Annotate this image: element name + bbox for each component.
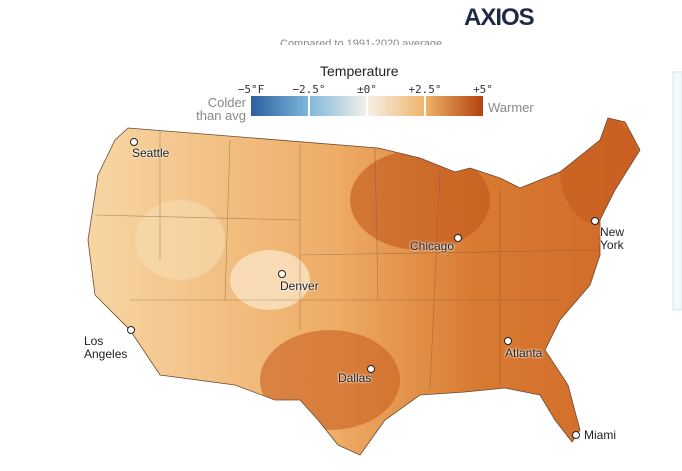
- legend-low-label: Colder than avg: [196, 95, 246, 123]
- city-dot: [130, 138, 138, 146]
- side-panel: [672, 71, 682, 311]
- city-dot: [504, 337, 512, 345]
- legend-dividers: [308, 96, 426, 116]
- legend-title: Temperature: [320, 63, 399, 79]
- city-label: New York: [600, 225, 625, 252]
- state-borders: [94, 130, 601, 391]
- city-dot: [278, 270, 286, 278]
- legend-tick-label: +5°: [473, 83, 493, 96]
- city-label: Los Angeles: [84, 334, 128, 361]
- legend-tick-label: −2.5°: [292, 83, 326, 96]
- city-label: Chicago: [410, 239, 455, 253]
- city-label: Miami: [584, 428, 616, 442]
- city-dot: [572, 431, 580, 439]
- legend-tick-label: +2.5°: [408, 83, 442, 96]
- logo: AXIOS: [464, 4, 535, 31]
- city-dot: [367, 365, 375, 373]
- legend-tick-label: −5°F: [237, 83, 265, 96]
- city-label: Seattle: [132, 146, 170, 160]
- city-label: Dallas: [338, 371, 372, 385]
- city-dot: [127, 326, 135, 334]
- city-label: Denver: [280, 279, 319, 293]
- city-label: Atlanta: [505, 346, 543, 360]
- city-dot: [591, 217, 599, 225]
- city-dot: [454, 234, 462, 242]
- legend-high-label: Warmer: [488, 100, 534, 115]
- legend-tick-label: ±0°: [357, 83, 377, 96]
- subtitle: Compared to 1991-2020 average: [280, 38, 443, 45]
